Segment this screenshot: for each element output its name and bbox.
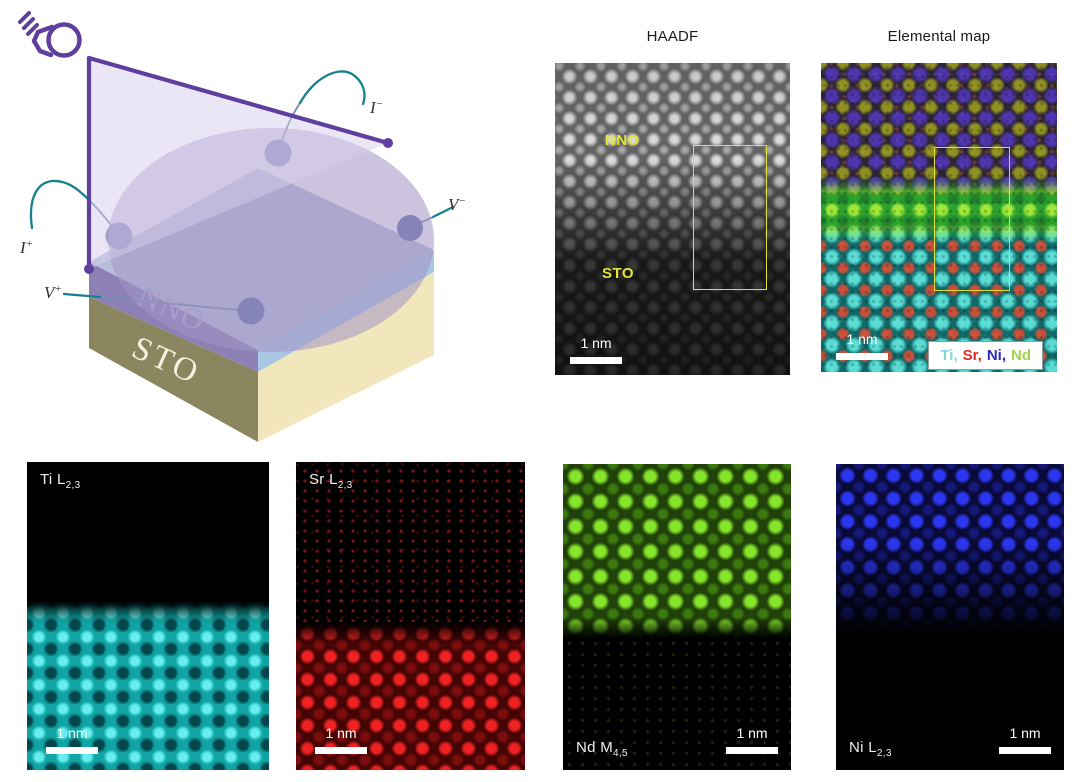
ni-scalebar: 1 nm [999, 725, 1051, 754]
light-cone [89, 58, 388, 269]
scalebar-bar [46, 747, 98, 754]
ti-signal-lattice [27, 600, 269, 770]
ti-edge-label: Ti L2,3 [40, 471, 80, 491]
haadf-sto-label: STO [602, 265, 635, 282]
beam-endpoint-right [383, 138, 393, 148]
scalebar-bar [999, 747, 1051, 754]
haadf-roi-rectangle [693, 145, 767, 290]
i-minus-wire [298, 70, 366, 106]
scalebar-label: 1 nm [846, 331, 878, 347]
sr-map-panel: Sr L2,3 1 nm [296, 462, 525, 770]
ni-interface-fade [836, 540, 1064, 633]
haadf-intensity-fade [555, 63, 790, 375]
legend-separator: , [977, 347, 982, 364]
ni-map-panel: Ni L2,3 1 nm [836, 464, 1064, 770]
elemental-map-scalebar: 1 nm [836, 331, 888, 360]
i-plus-label: I+ [19, 238, 33, 257]
nd-edge-label-sub: 4,5 [613, 748, 628, 759]
ni-edge-label-sub: 2,3 [876, 748, 892, 759]
ti-edge-label-sub: 2,3 [65, 480, 81, 491]
elemental-map-roi-rectangle [934, 147, 1010, 291]
ti-interface-fade [27, 600, 269, 623]
scalebar-label: 1 nm [736, 725, 768, 741]
nd-edge-label-main: Nd M [576, 739, 614, 756]
scalebar-label: 1 nm [56, 725, 88, 741]
ti-edge-label-main: Ti L [40, 471, 66, 488]
v-minus-label: V− [448, 195, 466, 214]
haadf-scalebar: 1 nm [570, 335, 622, 364]
sr-edge-label-sub: 2,3 [337, 480, 353, 491]
sr-edge-label-main: Sr L [309, 471, 338, 488]
v-minus-wire [431, 205, 455, 219]
ni-edge-label: Ni L2,3 [849, 739, 892, 759]
haadf-nno-label: NNO [605, 132, 640, 149]
haadf-title: HAADF [646, 28, 699, 45]
probe-labels: I+ I− V− V+ [19, 98, 466, 302]
sr-interface-fade [296, 622, 525, 644]
scalebar-bar [836, 353, 888, 360]
elemental-map-interface-band [821, 177, 1057, 243]
sr-scalebar: 1 nm [315, 725, 367, 754]
nd-map-panel: Nd M4,5 1 nm [563, 464, 791, 770]
bulb-glass [46, 22, 82, 58]
scalebar-label: 1 nm [580, 335, 612, 351]
elemental-map-noise [821, 63, 1057, 372]
probe-wires-outer [29, 70, 455, 299]
legend-item-nd: Nd [1011, 347, 1031, 364]
scalebar-bar [570, 357, 622, 364]
i-plus-wire [29, 179, 92, 230]
sr-edge-label: Sr L2,3 [309, 471, 353, 491]
scalebar-bar [726, 747, 778, 754]
legend-item-ni: Ni [986, 347, 1002, 364]
v-plus-label: V+ [44, 283, 62, 302]
light-bulb-icon [18, 11, 82, 58]
sto-substrate-left-face [89, 297, 258, 442]
nd-edge-label: Nd M4,5 [576, 739, 628, 759]
device-schematic-panel: NNO STO [18, 11, 466, 442]
elemental-map-title: Elemental map [887, 28, 991, 45]
bulb-neck [31, 24, 55, 58]
ti-scalebar: 1 nm [46, 725, 98, 754]
scalebar-bar [315, 747, 367, 754]
sr-background-speckle [296, 462, 525, 629]
scalebar-label: 1 nm [325, 725, 357, 741]
legend-item-sr: Sr [962, 347, 978, 364]
nd-signal-lattice [563, 464, 791, 639]
legend-item-ti: Ti [940, 347, 954, 364]
sr-signal-lattice [296, 622, 525, 770]
v-plus-wire [62, 292, 102, 299]
ti-map-panel: Ti L2,3 1 nm [27, 462, 269, 770]
ni-edge-label-main: Ni L [849, 739, 877, 756]
bulb-base-threads [18, 11, 39, 36]
elemental-map-image: 1 nm Ti, Sr, Ni, Nd [821, 63, 1057, 372]
element-color-legend: Ti, Sr, Ni, Nd [928, 341, 1043, 370]
nd-scalebar: 1 nm [726, 725, 778, 754]
legend-separator: , [1001, 347, 1006, 364]
beam-lines [86, 55, 391, 272]
nd-interface-fade [563, 617, 791, 639]
legend-separator: , [953, 347, 958, 364]
beam-line-right [86, 55, 391, 146]
beam-endpoint-left [84, 264, 94, 274]
scalebar-label: 1 nm [1009, 725, 1041, 741]
haadf-image: NNO STO 1 nm [555, 63, 790, 375]
i-minus-label: I− [369, 98, 383, 117]
